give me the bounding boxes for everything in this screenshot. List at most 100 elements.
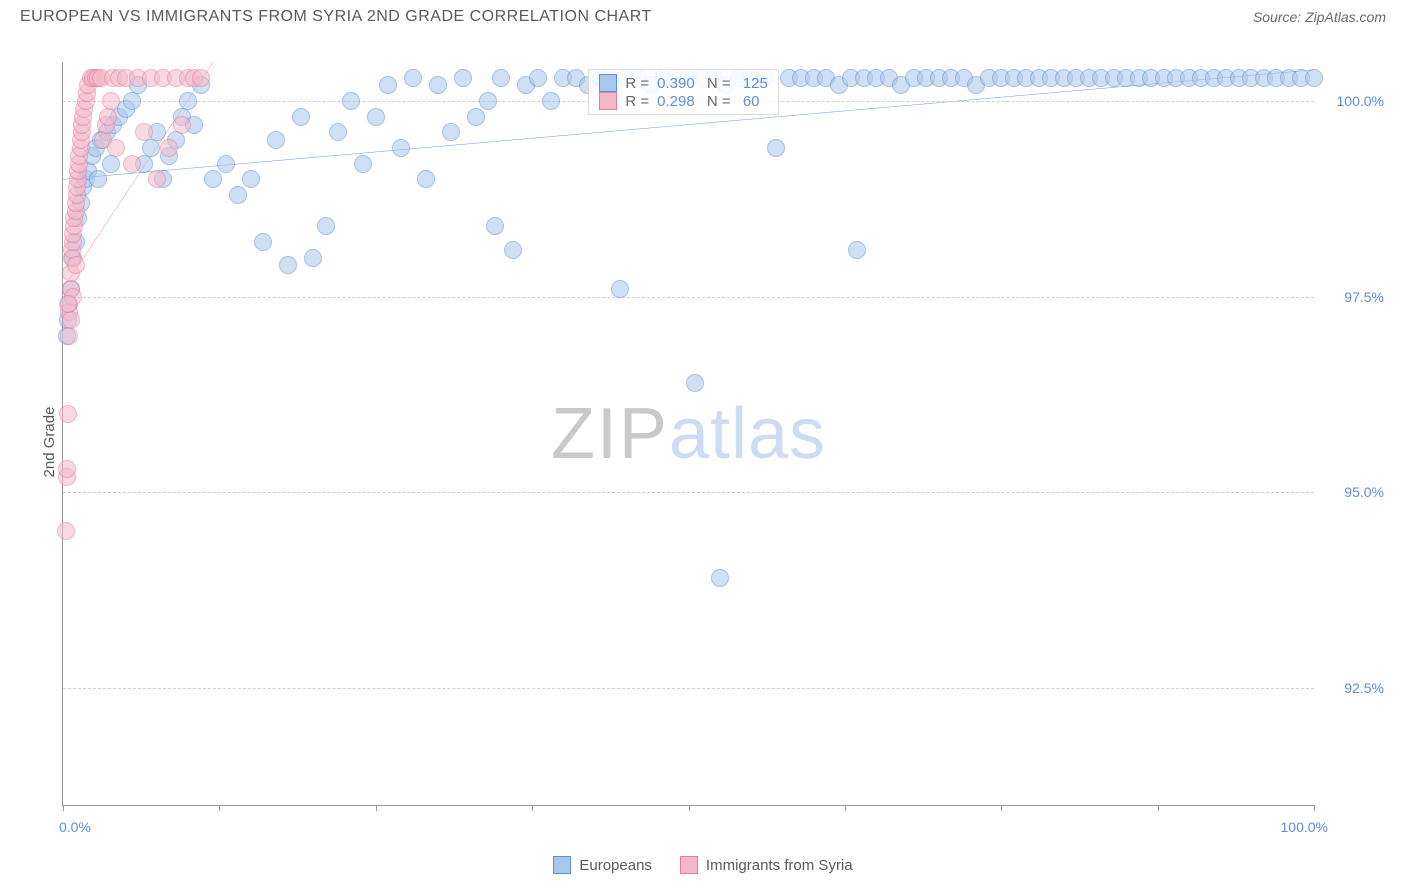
gridline-h — [63, 688, 1314, 689]
data-point — [542, 92, 560, 110]
data-point — [454, 69, 472, 87]
data-point — [267, 131, 285, 149]
data-point — [123, 155, 141, 173]
data-point — [204, 170, 222, 188]
legend-label-europeans: Europeans — [579, 857, 652, 874]
data-point — [67, 256, 85, 274]
data-point — [179, 92, 197, 110]
x-tick — [532, 805, 533, 811]
x-tick — [845, 805, 846, 811]
data-point — [317, 217, 335, 235]
data-point — [292, 108, 310, 126]
data-point — [417, 170, 435, 188]
y-tick-label: 92.5% — [1320, 680, 1384, 696]
stat-n-label: N = — [703, 93, 731, 110]
x-tick — [1314, 805, 1315, 811]
bottom-legend: Europeans Immigrants from Syria — [0, 856, 1406, 874]
y-axis-label: 2nd Grade — [41, 407, 58, 478]
stat-n-value: 125 — [739, 75, 768, 92]
data-point — [429, 76, 447, 94]
x-tick-label-min: 0.0% — [59, 819, 91, 835]
stat-r-value: 0.390 — [657, 75, 695, 92]
data-point — [107, 139, 125, 157]
data-point — [467, 108, 485, 126]
data-point — [242, 170, 260, 188]
x-tick — [1001, 805, 1002, 811]
data-point — [767, 139, 785, 157]
data-point — [848, 241, 866, 259]
stats-row: R = 0.298 N = 60 — [599, 92, 767, 110]
data-point — [711, 569, 729, 587]
data-point — [89, 170, 107, 188]
data-point — [148, 170, 166, 188]
x-tick — [63, 805, 64, 811]
watermark-zip: ZIP — [551, 394, 669, 474]
watermark: ZIPatlas — [551, 393, 826, 475]
data-point — [492, 69, 510, 87]
plot-area: ZIPatlas 92.5%95.0%97.5%100.0%0.0%100.0%… — [62, 62, 1314, 806]
gridline-h — [63, 297, 1314, 298]
data-point — [135, 123, 153, 141]
data-point — [354, 155, 372, 173]
data-point — [279, 256, 297, 274]
data-point — [486, 217, 504, 235]
data-point — [123, 92, 141, 110]
data-point — [160, 139, 178, 157]
data-point — [229, 186, 247, 204]
data-point — [173, 116, 191, 134]
data-point — [192, 69, 210, 87]
stats-swatch — [599, 92, 617, 110]
x-tick — [219, 805, 220, 811]
data-point — [529, 69, 547, 87]
data-point — [611, 280, 629, 298]
stat-n-value: 60 — [739, 93, 760, 110]
legend-label-syria: Immigrants from Syria — [706, 857, 853, 874]
stats-swatch — [599, 74, 617, 92]
correlation-stats-box: R = 0.390 N = 125 R = 0.298 N = 60 — [588, 69, 778, 115]
data-point — [1305, 69, 1323, 87]
data-point — [686, 374, 704, 392]
x-tick — [689, 805, 690, 811]
stats-row: R = 0.390 N = 125 — [599, 74, 767, 92]
stat-r-label: R = — [625, 75, 649, 92]
x-tick — [1158, 805, 1159, 811]
data-point — [217, 155, 235, 173]
data-point — [58, 460, 76, 478]
data-point — [60, 327, 78, 345]
data-point — [367, 108, 385, 126]
data-point — [102, 92, 120, 110]
source-attribution: Source: ZipAtlas.com — [1253, 9, 1386, 25]
legend-item-europeans: Europeans — [553, 856, 652, 874]
data-point — [479, 92, 497, 110]
data-point — [254, 233, 272, 251]
x-tick — [376, 805, 377, 811]
y-tick-label: 95.0% — [1320, 484, 1384, 500]
data-point — [379, 76, 397, 94]
data-point — [442, 123, 460, 141]
data-point — [304, 249, 322, 267]
gridline-h — [63, 492, 1314, 493]
watermark-atlas: atlas — [669, 394, 826, 474]
data-point — [329, 123, 347, 141]
data-point — [59, 295, 77, 313]
y-tick-label: 97.5% — [1320, 289, 1384, 305]
stat-r-label: R = — [625, 93, 649, 110]
data-point — [57, 522, 75, 540]
stat-r-value: 0.298 — [657, 93, 695, 110]
chart-title: EUROPEAN VS IMMIGRANTS FROM SYRIA 2ND GR… — [20, 8, 652, 26]
y-tick-label: 100.0% — [1320, 93, 1384, 109]
chart-container: 2nd Grade ZIPatlas 92.5%95.0%97.5%100.0%… — [20, 42, 1386, 842]
data-point — [102, 155, 120, 173]
data-point — [404, 69, 422, 87]
data-point — [342, 92, 360, 110]
legend-swatch-syria — [680, 856, 698, 874]
stat-n-label: N = — [703, 75, 731, 92]
data-point — [59, 405, 77, 423]
legend-swatch-europeans — [553, 856, 571, 874]
legend-item-syria: Immigrants from Syria — [680, 856, 853, 874]
data-point — [99, 108, 117, 126]
data-point — [392, 139, 410, 157]
data-point — [142, 139, 160, 157]
x-tick-label-max: 100.0% — [1281, 819, 1328, 835]
data-point — [504, 241, 522, 259]
